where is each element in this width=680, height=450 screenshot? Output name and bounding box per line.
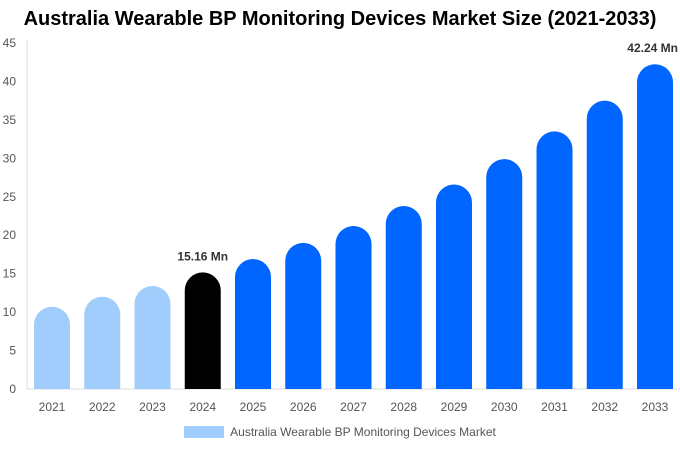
bar-2031	[536, 131, 573, 389]
legend-swatch	[184, 426, 225, 438]
bar-2024	[184, 272, 221, 389]
y-tick-label: 20	[3, 228, 17, 242]
bar-2021	[34, 306, 70, 389]
bar-2023	[134, 285, 171, 389]
bar-2030	[486, 159, 523, 389]
x-tick-label: 2024	[189, 400, 216, 414]
y-tick-label: 10	[3, 305, 17, 319]
y-tick-label: 40	[3, 74, 17, 88]
data-label-2024: 15.16 Mn	[177, 249, 228, 263]
x-tick-label: 2027	[340, 400, 367, 414]
legend-label: Australia Wearable BP Monitoring Devices…	[230, 425, 496, 439]
x-tick-label: 2026	[290, 400, 317, 414]
x-tick-label: 2028	[390, 400, 417, 414]
bar-2025	[235, 259, 271, 389]
y-tick-label: 45	[3, 36, 17, 50]
y-tick-label: 15	[3, 267, 17, 281]
bar-2028	[385, 206, 422, 389]
y-tick-label: 25	[3, 190, 17, 204]
bar-2029	[436, 184, 472, 389]
x-tick-label: 2030	[491, 400, 518, 414]
bar-2026	[285, 242, 322, 389]
x-tick-label: 2025	[240, 400, 267, 414]
x-tick-label: 2032	[591, 400, 618, 414]
x-tick-label: 2021	[39, 400, 66, 414]
data-label-2033: 42.24 Mn	[627, 41, 678, 55]
x-tick-label: 2033	[642, 400, 669, 414]
bar-2033	[637, 64, 673, 389]
x-tick-label: 2023	[139, 400, 166, 414]
bar-2032	[586, 100, 623, 389]
x-tick-label: 2031	[541, 400, 568, 414]
y-tick-label: 0	[9, 382, 16, 396]
y-tick-label: 30	[3, 151, 17, 165]
x-tick-label: 2022	[89, 400, 116, 414]
legend: Australia Wearable BP Monitoring Devices…	[0, 425, 680, 439]
x-tick-label: 2029	[441, 400, 468, 414]
y-tick-label: 5	[9, 344, 16, 358]
bar-2027	[335, 225, 372, 389]
bar-2022	[84, 296, 121, 389]
chart-title: Australia Wearable BP Monitoring Devices…	[23, 8, 657, 30]
y-tick-label: 35	[3, 113, 17, 127]
